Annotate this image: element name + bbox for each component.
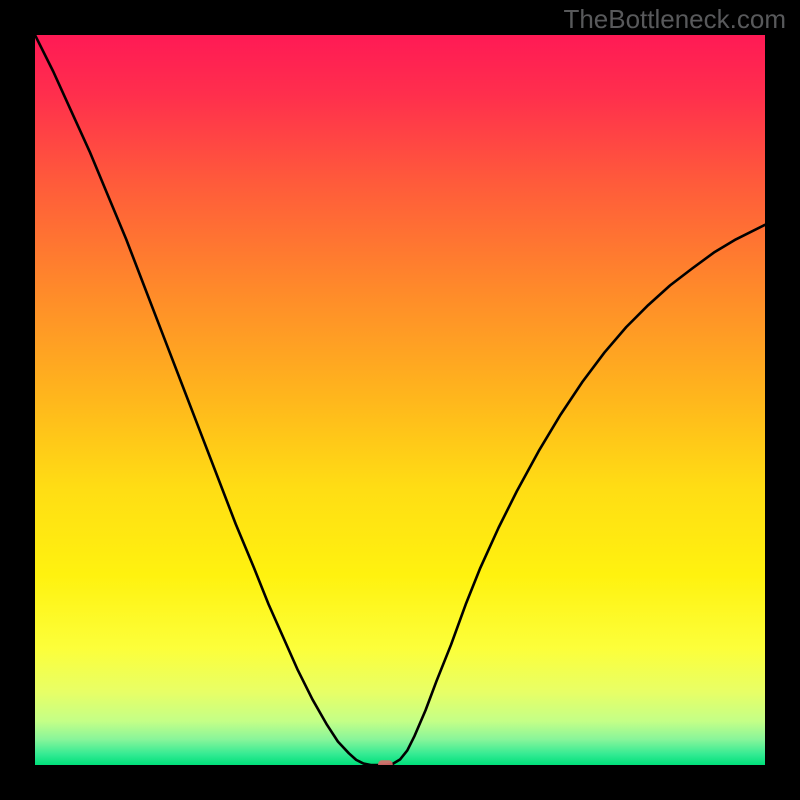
chart-outer-frame: TheBottleneck.com (0, 0, 800, 800)
chart-background (35, 35, 765, 765)
watermark-text: TheBottleneck.com (563, 4, 786, 35)
chart-plot-area (35, 35, 765, 765)
vertex-marker (378, 760, 393, 765)
